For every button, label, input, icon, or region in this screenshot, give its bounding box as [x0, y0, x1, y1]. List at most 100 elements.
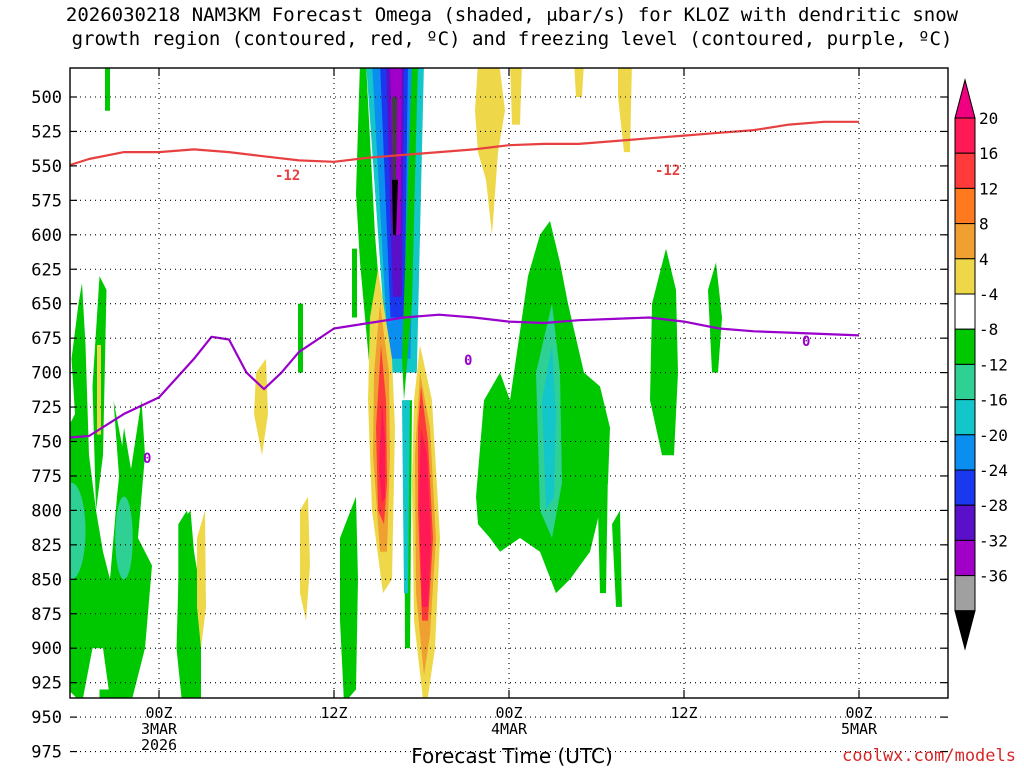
omega-region [574, 68, 584, 97]
colorbar-label: 20 [979, 109, 998, 128]
colorbar-top-arrow [954, 78, 976, 119]
dendritic-isotherm-label: -12 [275, 168, 300, 184]
x-tick-label: 12Z [670, 704, 697, 722]
colorbar-swatch [954, 539, 976, 577]
dendritic-isotherm-label: -12 [655, 163, 680, 179]
colorbar-label: 8 [979, 215, 989, 234]
omega-shading [16, 68, 722, 698]
y-tick-label: 650 [31, 295, 62, 315]
colorbar-swatch [954, 399, 976, 436]
colorbar-swatch [954, 187, 976, 225]
dendritic-isotherm-line [70, 120, 859, 167]
x-tick-label: 2026 [141, 736, 177, 754]
omega-region [16, 69, 30, 117]
y-axis: 500 525 550 575 600 625 650 675 700 725 750 775 800 8… [31, 88, 948, 763]
colorbar-swatch [954, 293, 976, 330]
site-credit[interactable]: coolwx.com/models [842, 746, 1016, 766]
omega-region [105, 68, 110, 111]
x-tick-label: 3MAR [141, 720, 178, 738]
y-tick-label: 625 [31, 260, 62, 280]
freezing-level-label: 0 [802, 334, 810, 350]
grid-lines [70, 68, 948, 753]
y-tick-label: 700 [31, 364, 62, 384]
y-tick-label: 500 [31, 88, 62, 108]
omega-region [340, 496, 358, 698]
y-tick-label: 975 [31, 743, 62, 763]
colorbar-label: -8 [979, 320, 998, 339]
omega-region [419, 427, 431, 607]
omega-region [197, 510, 206, 649]
y-tick-label: 850 [31, 570, 62, 590]
y-tick-label: 525 [31, 122, 62, 142]
freezing-level-label: 0 [143, 451, 151, 467]
omega-region [402, 400, 410, 594]
colorbar-label: 4 [979, 250, 989, 269]
y-tick-label: 750 [31, 433, 62, 453]
colorbar-label: -24 [979, 461, 1008, 480]
x-axis-title: Forecast Time (UTC) [411, 744, 613, 768]
colorbar-label: -36 [979, 567, 1008, 586]
freezing-level-label: 0 [464, 353, 472, 369]
contour-lines: -12 -12 0 0 0 [70, 120, 860, 467]
omega-region [708, 262, 722, 373]
y-tick-label: 900 [31, 639, 62, 659]
y-tick-label: 675 [31, 329, 62, 349]
omega-region [392, 97, 397, 180]
y-tick-label: 550 [31, 157, 62, 177]
omega-region [300, 496, 310, 621]
omega-region [379, 400, 385, 504]
colorbar-swatch [954, 258, 976, 295]
y-tick-label: 800 [31, 501, 62, 521]
y-tick-label: 600 [31, 226, 62, 246]
omega-region [596, 413, 608, 594]
y-tick-label: 825 [31, 536, 62, 556]
omega-region [356, 68, 392, 414]
y-tick-label: 950 [31, 708, 62, 728]
cell-a [70, 482, 86, 580]
omega-region [178, 510, 201, 698]
colorbar-label: -12 [979, 355, 1008, 374]
sinking-left [70, 283, 152, 698]
y-tick-label: 575 [31, 191, 62, 211]
colorbar: 20 16 12 8 4 -4 -8 -12 -16 -20 -24 -28 -32 -36 [954, 78, 1008, 651]
omega-region [475, 68, 505, 235]
cell-b [115, 496, 133, 580]
omega-region [612, 510, 622, 607]
colorbar-label: 12 [979, 179, 998, 198]
colorbar-label: -32 [979, 531, 1008, 550]
colorbar-swatch [954, 575, 976, 612]
colorbar-swatch [954, 328, 976, 365]
omega-region [99, 689, 117, 698]
x-tick-label: 4MAR [491, 720, 528, 738]
colorbar-label: -4 [979, 285, 998, 304]
colorbar-bottom-arrow [954, 610, 976, 651]
colorbar-swatch [954, 117, 976, 154]
colorbar-swatch [954, 434, 976, 471]
colorbar-swatch [954, 223, 976, 260]
colorbar-swatch [954, 469, 976, 506]
colorbar-swatch [954, 504, 976, 541]
colorbar-swatch [954, 363, 976, 401]
y-tick-label: 725 [31, 398, 62, 418]
x-tick-label: 00Z [145, 704, 172, 722]
y-tick-label: 875 [31, 605, 62, 625]
chart-title-line2: growth region (contoured, red, ºC) and f… [71, 28, 953, 50]
chart-title-line1: 2026030218 NAM3KM Forecast Omega (shaded… [65, 4, 959, 26]
omega-region [352, 248, 357, 318]
colorbar-label: 16 [979, 144, 998, 163]
colorbar-label: -28 [979, 496, 1008, 515]
omega-region [510, 68, 522, 125]
x-tick-label: 00Z [845, 704, 872, 722]
y-tick-label: 775 [31, 467, 62, 487]
x-tick-label: 00Z [495, 704, 522, 722]
colorbar-label: -16 [979, 391, 1008, 410]
x-tick-label: 12Z [320, 704, 347, 722]
colorbar-swatch [954, 152, 976, 189]
freezing-level-line [70, 313, 860, 439]
y-tick-label: 925 [31, 674, 62, 694]
colorbar-label: -20 [979, 426, 1008, 445]
omega-region [542, 345, 556, 511]
omega-region [618, 68, 632, 153]
